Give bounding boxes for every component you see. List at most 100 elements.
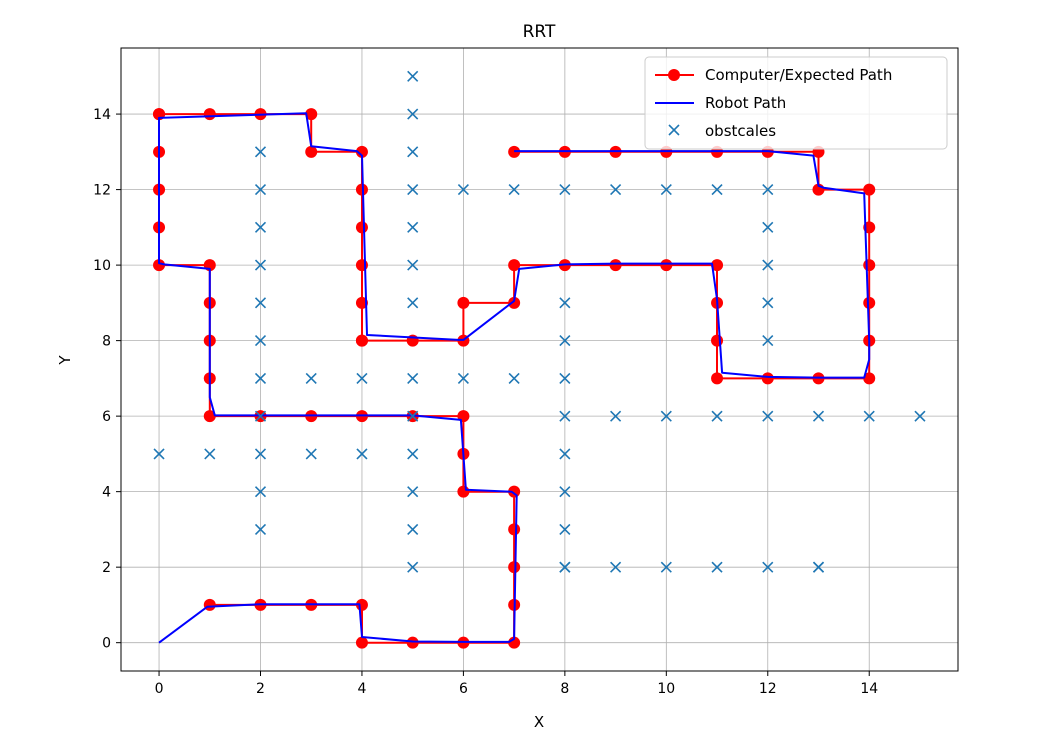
x-tick-label: 2	[256, 681, 265, 697]
obstacle-marker	[254, 410, 267, 422]
obstacle-marker	[204, 448, 216, 460]
obstacle-stroke	[559, 184, 571, 196]
expected-path-marker	[863, 372, 876, 385]
y-tick-label: 10	[93, 258, 111, 274]
obstacle-marker	[610, 184, 622, 196]
y-tick-label: 12	[93, 183, 111, 199]
obstacle-stroke	[305, 372, 317, 384]
y-axis-label: Y	[56, 355, 74, 366]
obstacle-stroke	[204, 448, 216, 460]
obstacle-marker	[153, 448, 165, 460]
obstacle-marker	[559, 561, 571, 573]
expected-path-marker	[153, 259, 166, 272]
obstacle-marker	[762, 184, 774, 196]
obstacle-stroke	[610, 184, 622, 196]
obstacle-marker	[610, 410, 622, 422]
obstacle-stroke	[457, 372, 469, 384]
obstacle-stroke	[254, 410, 267, 422]
obstacle-stroke	[254, 335, 267, 347]
x-tick-label: 8	[560, 681, 569, 697]
obstacle-stroke	[559, 335, 571, 347]
obstacle-stroke	[559, 561, 571, 573]
expected-path-marker	[355, 636, 368, 649]
obstacle-stroke	[762, 221, 774, 233]
obstacle-marker	[660, 561, 672, 573]
y-tick-label: 6	[102, 409, 111, 425]
obstacle-marker	[254, 523, 267, 535]
obstacle-marker	[254, 448, 267, 460]
obstacle-marker	[559, 410, 571, 422]
obstacle-stroke	[812, 410, 825, 422]
expected-path-marker	[203, 108, 216, 121]
obstacle-stroke	[254, 221, 267, 233]
obstacle-stroke	[407, 221, 419, 233]
obstacle-stroke	[660, 184, 672, 196]
expected-path-marker	[355, 145, 368, 158]
obstacle-marker	[660, 410, 672, 422]
obstacle-stroke	[254, 259, 267, 271]
y-tick-label: 14	[93, 107, 111, 123]
obstacle-stroke	[254, 297, 267, 309]
obstacle-marker	[762, 561, 774, 573]
obstacle-marker	[711, 410, 723, 422]
legend-box	[644, 56, 948, 150]
obstacle-marker	[407, 561, 419, 573]
obstacle-stroke	[711, 184, 723, 196]
expected-path-marker	[863, 296, 876, 309]
expected-path-marker	[457, 296, 470, 309]
x-tick-label: 14	[860, 681, 878, 697]
obstacle-stroke	[407, 561, 419, 573]
obstacle-marker	[711, 184, 723, 196]
obstacle-marker	[457, 184, 469, 196]
obstacle-marker	[407, 372, 419, 384]
obstacle-marker	[457, 372, 469, 384]
obstacle-stroke	[407, 108, 419, 120]
obstacle-marker	[812, 410, 825, 422]
legend-expected-label: Computer/Expected Path	[705, 66, 892, 84]
obstacle-stroke	[559, 448, 571, 460]
obstacle-stroke	[863, 410, 875, 422]
obstacle-marker	[254, 372, 267, 384]
obstacle-marker	[559, 486, 571, 498]
expected-path-marker	[761, 372, 774, 385]
obstacle-stroke	[407, 486, 419, 498]
obstacle-stroke	[559, 297, 571, 309]
obstacle-marker	[254, 335, 267, 347]
obstacle-marker	[711, 561, 723, 573]
obstacle-marker	[356, 448, 368, 460]
x-tick-label: 4	[357, 681, 366, 697]
obstacle-marker	[305, 448, 317, 460]
expected-path-marker	[305, 145, 318, 158]
plot-frame	[120, 47, 959, 672]
obstacle-stroke	[559, 486, 571, 498]
obstacle-marker	[762, 259, 774, 271]
obstacle-marker	[254, 259, 267, 271]
obstacle-stroke	[762, 561, 774, 573]
expected-path-marker	[355, 334, 368, 347]
tick-layer: 0 2 4 6 8 10 12 14 0 2 4 6 8 10 12 14	[93, 107, 878, 697]
obstacle-marker	[863, 410, 875, 422]
expected-path-marker	[457, 485, 470, 498]
obstacle-stroke	[407, 259, 419, 271]
expected-path-marker	[863, 259, 876, 272]
obstacle-marker	[610, 561, 622, 573]
obstacle-marker	[407, 146, 419, 158]
obstacle-marker	[660, 184, 672, 196]
obstacle-marker	[254, 221, 267, 233]
obstacle-stroke	[660, 410, 672, 422]
expected-path-marker	[609, 259, 622, 272]
obstacle-marker	[559, 372, 571, 384]
obstacle-stroke	[407, 70, 419, 82]
obstacle-marker	[762, 221, 774, 233]
expected-path-marker	[711, 372, 724, 385]
expected-path-marker	[406, 636, 419, 649]
obstacle-marker	[762, 297, 774, 309]
obstacle-stroke	[254, 448, 267, 460]
obstacle-marker	[407, 221, 419, 233]
obstacle-marker	[812, 561, 825, 573]
robot-path-line	[158, 112, 871, 644]
obstacle-stroke	[407, 184, 419, 196]
robot-path-layer	[158, 112, 871, 644]
obstacle-stroke	[610, 410, 622, 422]
legend-expected-marker	[668, 69, 680, 81]
